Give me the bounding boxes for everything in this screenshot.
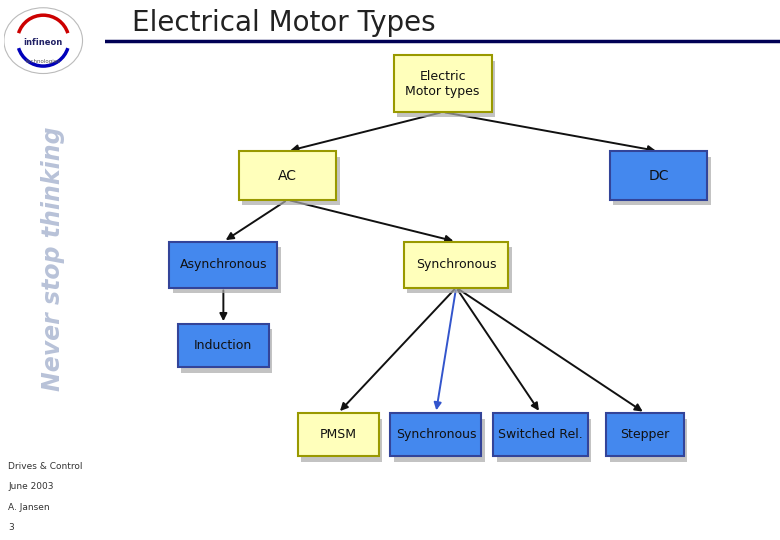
Text: Synchronous: Synchronous [395, 428, 476, 441]
FancyBboxPatch shape [404, 241, 509, 287]
FancyBboxPatch shape [239, 151, 336, 200]
FancyBboxPatch shape [394, 418, 485, 462]
FancyBboxPatch shape [606, 413, 684, 456]
Text: infineon: infineon [23, 38, 63, 46]
Text: Switched Rel.: Switched Rel. [498, 428, 583, 441]
Text: Electric
Motor types: Electric Motor types [406, 70, 480, 98]
FancyBboxPatch shape [497, 418, 591, 462]
Text: June 2003: June 2003 [9, 482, 54, 491]
Text: Synchronous: Synchronous [416, 258, 496, 271]
FancyBboxPatch shape [390, 413, 481, 456]
FancyBboxPatch shape [397, 60, 495, 117]
FancyBboxPatch shape [178, 324, 269, 367]
Text: Induction: Induction [194, 339, 253, 352]
FancyBboxPatch shape [181, 329, 272, 373]
FancyBboxPatch shape [407, 247, 512, 293]
FancyBboxPatch shape [169, 241, 278, 287]
Text: AC: AC [278, 168, 297, 183]
FancyBboxPatch shape [610, 418, 687, 462]
Text: 3: 3 [9, 523, 14, 532]
FancyBboxPatch shape [298, 413, 378, 456]
Text: PMSM: PMSM [320, 428, 356, 441]
Text: Stepper: Stepper [620, 428, 670, 441]
Text: Electrical Motor Types: Electrical Motor Types [133, 9, 436, 37]
Text: A. Jansen: A. Jansen [9, 503, 50, 512]
Circle shape [4, 8, 83, 73]
FancyBboxPatch shape [301, 418, 382, 462]
Text: DC: DC [648, 168, 668, 183]
Text: technologies: technologies [26, 59, 61, 64]
Text: Drives & Control: Drives & Control [9, 462, 83, 471]
FancyBboxPatch shape [242, 157, 340, 205]
FancyBboxPatch shape [493, 413, 587, 456]
FancyBboxPatch shape [394, 56, 491, 112]
Text: Never stop thinking: Never stop thinking [41, 127, 65, 392]
FancyBboxPatch shape [610, 151, 707, 200]
FancyBboxPatch shape [173, 247, 281, 293]
Text: Asynchronous: Asynchronous [179, 258, 267, 271]
FancyBboxPatch shape [613, 157, 711, 205]
